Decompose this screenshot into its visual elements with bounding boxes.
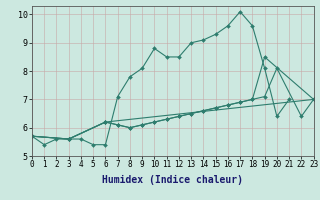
X-axis label: Humidex (Indice chaleur): Humidex (Indice chaleur) bbox=[102, 175, 243, 185]
